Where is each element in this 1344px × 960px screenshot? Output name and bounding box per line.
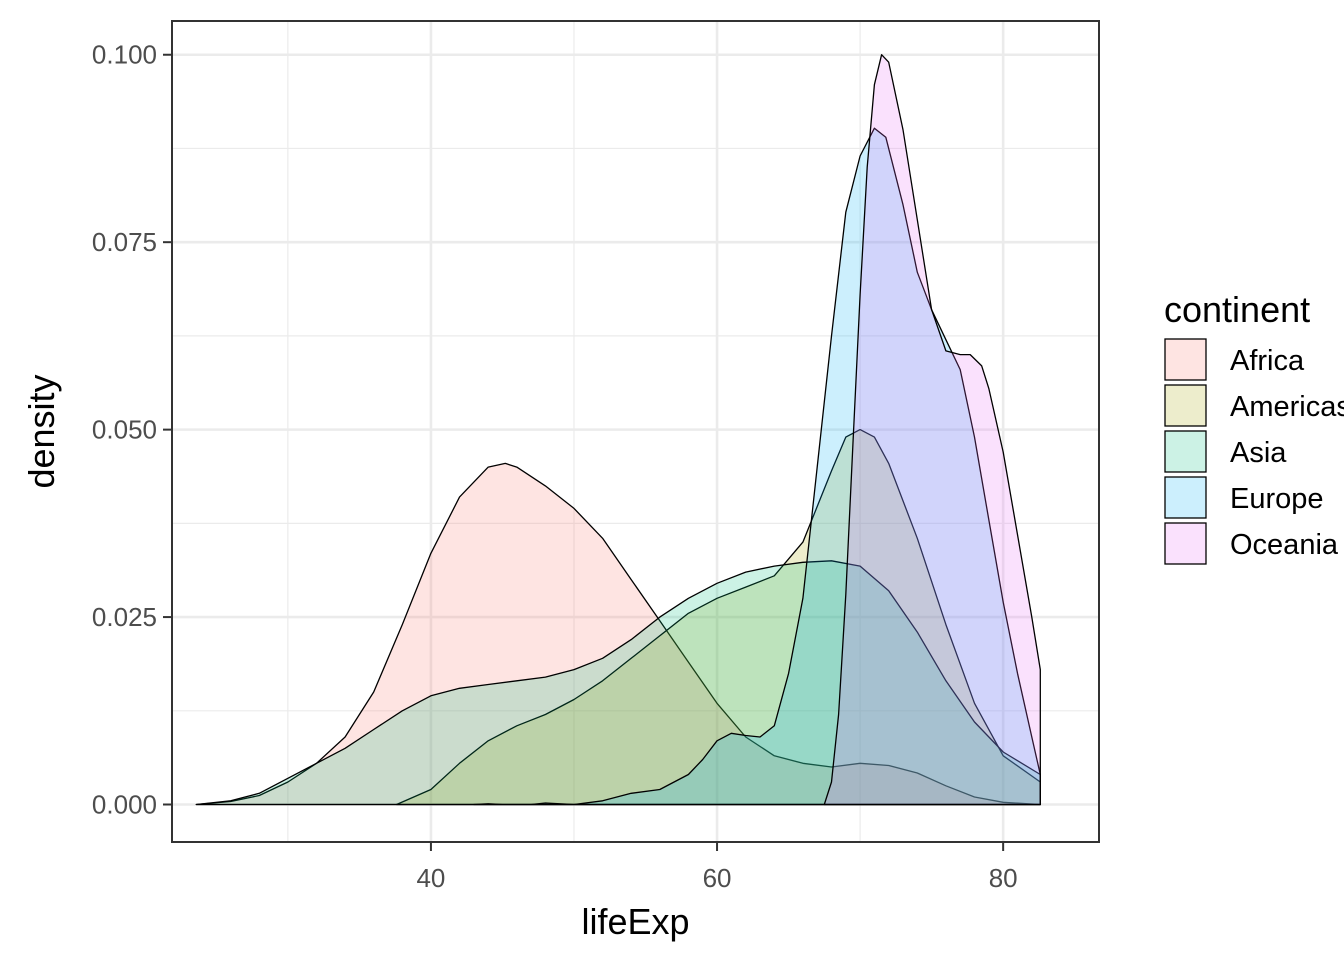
legend: continent Africa Americas Asia Europe Oceani… [1164,289,1344,565]
legend-key-oceania [1164,522,1207,565]
y-tick-label: 0.050 [92,415,157,445]
density-areas [195,54,1041,806]
density-area-asia [195,560,1041,806]
y-tick-label: 0.000 [92,790,157,820]
y-tick-label: 0.100 [92,40,157,70]
x-axis-title: lifeExp [581,901,689,942]
legend-key-background [1164,476,1207,519]
legend-label-asia: Asia [1230,437,1287,469]
legend-title: continent [1164,289,1310,330]
legend-label-oceania: Oceania [1230,529,1339,561]
legend-key-background [1164,338,1207,381]
legend-label-africa: Africa [1230,345,1305,377]
legend-key-asia [1164,430,1207,473]
plot-panel [172,21,1099,842]
legend-key-americas [1164,384,1207,427]
x-tick-label: 80 [989,863,1018,893]
y-axis-title: density [21,374,62,488]
density-area-americas [395,428,1041,806]
legend-key-background [1164,522,1207,565]
x-tick-label: 40 [416,863,445,893]
plot-border [171,20,1100,843]
legend-key-background [1164,430,1207,473]
density-area-africa [195,462,1041,806]
legend-key-africa [1164,338,1207,381]
y-tick-label: 0.025 [92,602,157,632]
x-tick-label: 60 [703,863,732,893]
legend-key-background [1164,384,1207,427]
density-area-oceania [823,54,1041,806]
y-tick-label: 0.075 [92,227,157,257]
density-area-europe [473,127,1041,806]
legend-label-europe: Europe [1230,483,1324,515]
legend-label-americas: Americas [1230,391,1344,423]
legend-key-europe [1164,476,1207,519]
axes: 0.000 0.025 0.050 0.075 0.100 40 60 80 [92,40,1018,893]
